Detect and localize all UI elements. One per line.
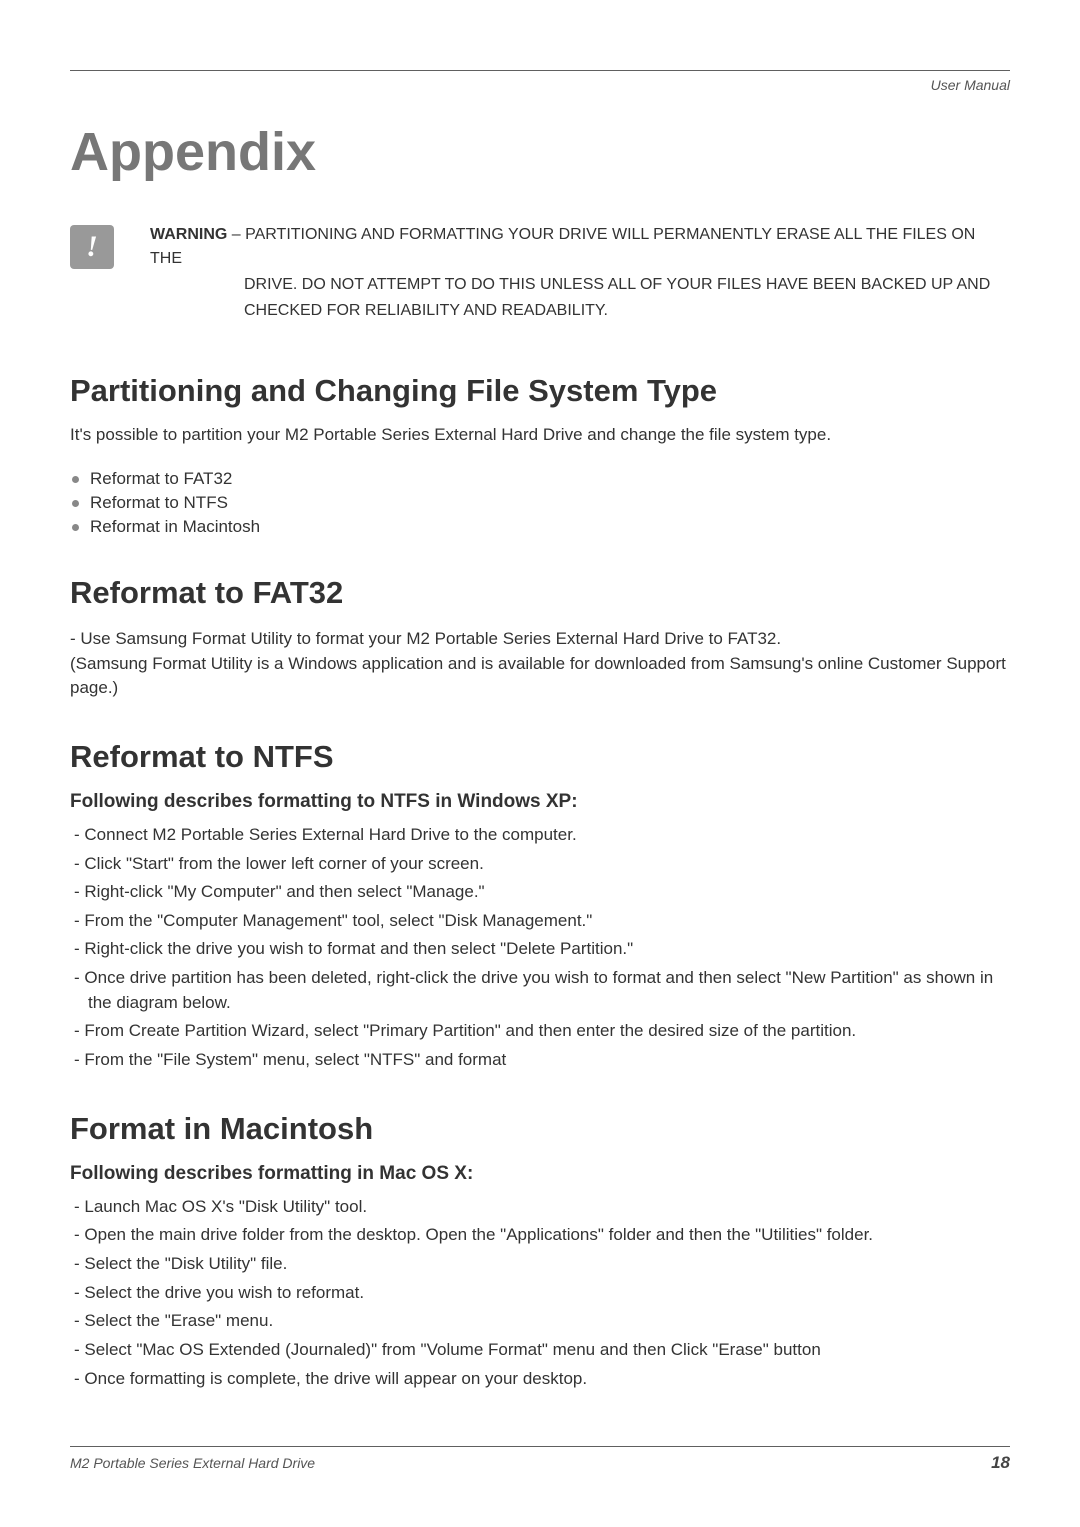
footer-row: M2 Portable Series External Hard Drive 1…	[70, 1453, 1010, 1473]
list-item: From the "File System" menu, select "NTF…	[74, 1048, 1010, 1073]
page-content: User Manual Appendix ! WARNING – PARTITI…	[0, 0, 1080, 1391]
main-title: Appendix	[70, 121, 1010, 183]
list-item: Open the main drive folder from the desk…	[74, 1223, 1010, 1248]
ntfs-heading: Reformat to NTFS	[70, 739, 1010, 775]
list-item: From the "Computer Management" tool, sel…	[74, 909, 1010, 934]
warning-line-2: DRIVE. DO NOT ATTEMPT TO DO THIS UNLESS …	[150, 273, 1010, 297]
page-number: 18	[991, 1453, 1010, 1473]
exclamation-icon: !	[86, 230, 98, 264]
header-label: User Manual	[70, 77, 1010, 93]
list-item: Select the "Erase" menu.	[74, 1309, 1010, 1334]
list-item: Launch Mac OS X's "Disk Utility" tool.	[74, 1195, 1010, 1220]
section-partitioning: Partitioning and Changing File System Ty…	[70, 373, 1010, 537]
ntfs-steps-list: Connect M2 Portable Series External Hard…	[70, 823, 1010, 1073]
list-item: Select the "Disk Utility" file.	[74, 1252, 1010, 1277]
list-item: Select the drive you wish to reformat.	[74, 1281, 1010, 1306]
list-item: Click "Start" from the lower left corner…	[74, 852, 1010, 877]
footer-rule	[70, 1446, 1010, 1447]
warning-label: WARNING	[150, 226, 227, 243]
list-item: Select "Mac OS Extended (Journaled)" fro…	[74, 1338, 1010, 1363]
mac-heading: Format in Macintosh	[70, 1111, 1010, 1147]
warning-line-1: PARTITIONING AND FORMATTING YOUR DRIVE W…	[150, 226, 975, 267]
page-footer: M2 Portable Series External Hard Drive 1…	[70, 1446, 1010, 1473]
section-fat32: Reformat to FAT32 - Use Samsung Format U…	[70, 575, 1010, 701]
warning-text: WARNING – PARTITIONING AND FORMATTING YO…	[142, 223, 1010, 323]
bullet-item: Reformat to FAT32	[72, 469, 1010, 489]
footer-product-name: M2 Portable Series External Hard Drive	[70, 1455, 315, 1471]
partitioning-intro: It's possible to partition your M2 Porta…	[70, 425, 1010, 445]
partitioning-heading: Partitioning and Changing File System Ty…	[70, 373, 1010, 409]
partitioning-bullet-list: Reformat to FAT32 Reformat to NTFS Refor…	[70, 469, 1010, 537]
list-item: Connect M2 Portable Series External Hard…	[74, 823, 1010, 848]
mac-steps-list: Launch Mac OS X's "Disk Utility" tool. O…	[70, 1195, 1010, 1391]
mac-subheading: Following describes formatting in Mac OS…	[70, 1163, 1010, 1185]
bullet-item: Reformat in Macintosh	[72, 517, 1010, 537]
list-item: From Create Partition Wizard, select "Pr…	[74, 1019, 1010, 1044]
bullet-item: Reformat to NTFS	[72, 493, 1010, 513]
warning-icon: !	[70, 225, 114, 269]
list-item: Right-click the drive you wish to format…	[74, 937, 1010, 962]
list-item: Once formatting is complete, the drive w…	[74, 1367, 1010, 1392]
warning-sep: –	[227, 226, 245, 243]
section-mac: Format in Macintosh Following describes …	[70, 1111, 1010, 1391]
warning-block: ! WARNING – PARTITIONING AND FORMATTING …	[70, 223, 1010, 323]
fat32-line-2: (Samsung Format Utility is a Windows app…	[70, 652, 1010, 701]
fat32-heading: Reformat to FAT32	[70, 575, 1010, 611]
header-rule	[70, 70, 1010, 71]
section-ntfs: Reformat to NTFS Following describes for…	[70, 739, 1010, 1073]
fat32-notes: - Use Samsung Format Utility to format y…	[70, 627, 1010, 701]
ntfs-subheading: Following describes formatting to NTFS i…	[70, 791, 1010, 813]
fat32-line-1: - Use Samsung Format Utility to format y…	[70, 627, 1010, 652]
warning-line-3: CHECKED FOR RELIABILITY AND READABILITY.	[150, 299, 1010, 323]
list-item: Once drive partition has been deleted, r…	[74, 966, 1010, 1015]
list-item: Right-click "My Computer" and then selec…	[74, 880, 1010, 905]
